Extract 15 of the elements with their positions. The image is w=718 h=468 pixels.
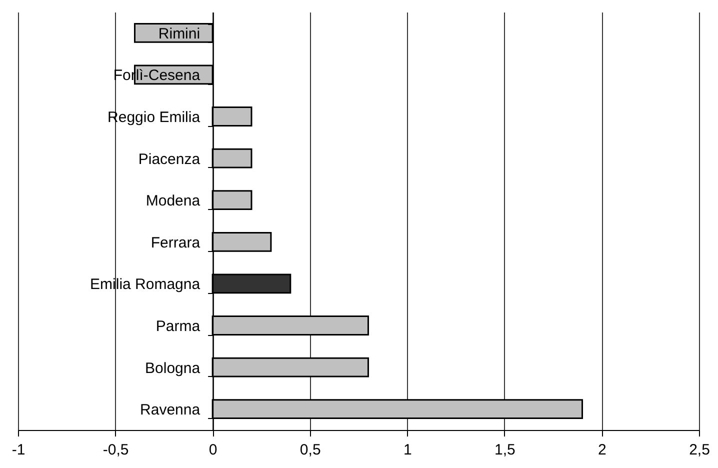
y-tick-label: Modena xyxy=(146,192,201,210)
y-tick-label: Parma xyxy=(156,318,201,335)
x-tick-label: 1,5 xyxy=(494,442,516,458)
x-tick-label: -0,5 xyxy=(102,442,129,458)
y-tick-label: Ferrara xyxy=(150,234,201,252)
y-tick-label: Bologna xyxy=(145,360,201,377)
x-tick-label: 1 xyxy=(403,442,412,458)
x-tick-label: 2,5 xyxy=(689,442,710,458)
x-tick-label: 2 xyxy=(598,442,606,458)
x-tick-label: 0,5 xyxy=(300,442,321,458)
y-tick-label: Rimini xyxy=(158,25,200,42)
y-tick-label: Ravenna xyxy=(140,402,201,419)
x-tick-label: -1 xyxy=(12,442,26,458)
y-tick-label: Piacenza xyxy=(138,150,201,168)
x-tick-label: 0 xyxy=(208,442,218,458)
